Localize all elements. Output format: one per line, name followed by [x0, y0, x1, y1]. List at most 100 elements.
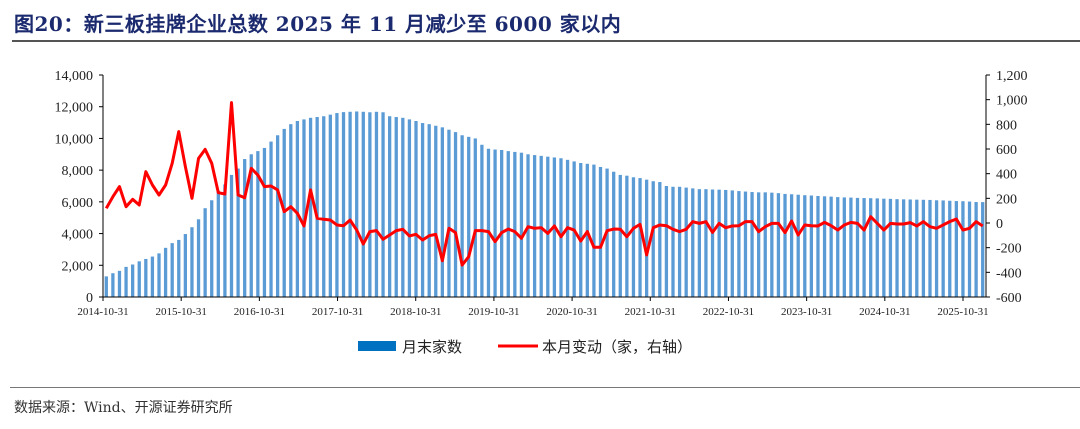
left-tick-label: 14,000	[55, 69, 94, 84]
bar	[592, 164, 596, 297]
bar	[519, 152, 524, 297]
bar	[460, 135, 464, 297]
bar	[144, 258, 148, 297]
bar-series	[104, 111, 985, 298]
x-tick-label: 2024-10-31	[859, 306, 910, 318]
left-tick-label: 8,000	[62, 164, 94, 179]
bar	[196, 219, 201, 297]
right-tick-label: 0	[996, 217, 1003, 232]
bar	[289, 124, 293, 297]
bar	[770, 192, 774, 297]
x-tick-label: 2018-10-31	[390, 306, 441, 318]
bar	[500, 150, 504, 297]
line-series	[104, 101, 984, 267]
legend-bar-swatch	[358, 341, 396, 351]
bar	[875, 198, 879, 297]
bar	[150, 256, 155, 297]
bar	[928, 199, 932, 297]
bar	[789, 194, 794, 297]
bar	[559, 158, 563, 297]
bar	[849, 197, 853, 297]
bar	[341, 112, 346, 297]
bar	[322, 116, 326, 297]
bar	[157, 253, 161, 297]
bar	[302, 119, 306, 298]
bar	[796, 194, 800, 297]
left-tick-label: 4,000	[62, 228, 94, 243]
bar	[684, 187, 688, 297]
bar	[776, 193, 781, 297]
right-tick-label: 200	[996, 192, 1017, 207]
bar	[381, 112, 385, 297]
bar	[638, 178, 642, 297]
bar	[124, 266, 128, 297]
x-tick-label: 2022-10-31	[703, 306, 754, 318]
bar	[440, 127, 444, 297]
bar	[757, 192, 761, 297]
right-tick-label: 400	[996, 168, 1017, 183]
bar	[137, 261, 141, 297]
bar	[407, 119, 412, 298]
x-tick-label: 2020-10-31	[546, 306, 597, 318]
axes: 0 2,000 4,000 6,000 8,000 10,000 12,000 14,000 -…	[55, 69, 1028, 318]
bar	[934, 200, 939, 297]
bar	[532, 155, 537, 297]
bar	[822, 196, 827, 297]
bar	[394, 117, 398, 298]
bar	[842, 197, 846, 297]
left-tick-label: 10,000	[55, 132, 94, 147]
bar	[869, 198, 873, 297]
bar	[229, 174, 234, 297]
x-tick-label: 2025-10-31	[937, 306, 988, 318]
bar	[216, 190, 220, 297]
bar	[829, 196, 833, 297]
bar	[269, 141, 273, 297]
bar	[348, 111, 352, 297]
bar	[295, 120, 300, 298]
bar	[104, 276, 108, 297]
left-tick-label: 0	[86, 291, 93, 306]
bar	[862, 198, 866, 297]
bar	[941, 200, 945, 297]
bar	[480, 144, 484, 297]
left-tick-label: 2,000	[62, 259, 94, 274]
bar	[901, 199, 906, 297]
bar	[117, 270, 122, 297]
bar	[658, 182, 662, 297]
bar	[223, 184, 227, 297]
x-tick-label: 2017-10-31	[312, 306, 363, 318]
bar	[170, 243, 174, 297]
monthly-change-line	[104, 101, 984, 267]
bar	[131, 264, 135, 297]
bar	[374, 111, 379, 297]
bar	[513, 151, 517, 297]
bar	[743, 191, 748, 297]
bar	[730, 190, 734, 297]
bar	[355, 111, 359, 297]
bar	[691, 188, 695, 297]
title-divider	[12, 40, 1080, 42]
left-tick-label: 6,000	[62, 196, 94, 211]
bar	[249, 154, 253, 297]
bar	[737, 191, 741, 297]
x-tick-label: 2016-10-31	[234, 306, 285, 318]
bar	[368, 112, 372, 297]
bar	[447, 129, 451, 297]
x-tick-label: 2014-10-31	[77, 306, 128, 318]
right-tick-label: 1,000	[996, 94, 1028, 109]
bar	[631, 177, 636, 297]
bar	[256, 151, 260, 297]
bar	[414, 120, 418, 298]
bar	[467, 136, 471, 297]
bar	[724, 189, 728, 297]
bar	[717, 189, 721, 297]
bar	[612, 171, 616, 297]
bar	[493, 149, 497, 297]
bar	[697, 189, 701, 297]
bar	[328, 114, 332, 297]
bar	[335, 113, 339, 297]
bar	[262, 147, 267, 297]
bar	[803, 195, 807, 297]
bar	[388, 116, 392, 297]
